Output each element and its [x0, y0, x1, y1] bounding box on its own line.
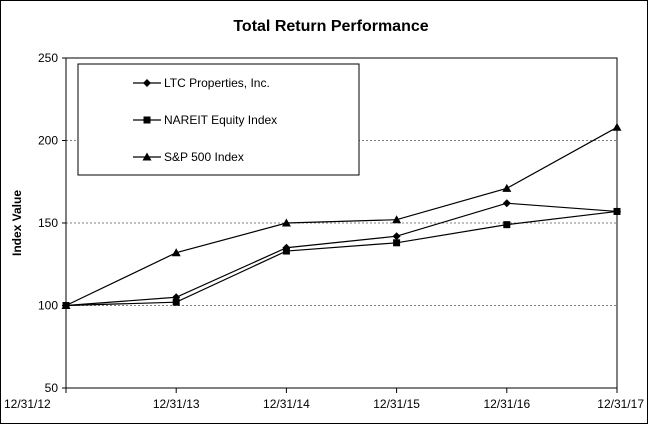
legend-label: NAREIT Equity Index — [164, 113, 277, 127]
x-tick-label: 12/31/16 — [483, 397, 530, 411]
data-point — [282, 247, 290, 255]
data-point — [502, 199, 511, 208]
x-tick-label: 12/31/12 — [4, 397, 51, 411]
legend-marker — [143, 79, 151, 87]
data-point — [612, 122, 622, 131]
data-point — [502, 183, 512, 192]
chart-title: Total Return Performance — [233, 18, 428, 35]
y-tick-label: 100 — [38, 299, 58, 313]
x-tick-label: 12/31/15 — [373, 397, 420, 411]
plot-area-border — [65, 57, 618, 389]
axes: 50 100 150 200 250 12/31/12 12/31/13 12/31/14 12… — [4, 51, 644, 411]
legend: LTC Properties, Inc. NAREIT Equity Index S… — [77, 63, 360, 176]
legend-label: LTC Properties, Inc. — [164, 76, 270, 90]
data-point — [171, 248, 181, 257]
series-layer — [61, 122, 622, 310]
y-axis-label: Index Value — [10, 190, 24, 256]
x-tick-label: 12/31/13 — [153, 397, 200, 411]
y-tick-label: 50 — [45, 381, 59, 395]
data-point — [61, 301, 71, 309]
y-tick-label: 200 — [38, 134, 58, 148]
data-point — [393, 239, 401, 247]
legend-label: S&P 500 Index — [164, 150, 244, 164]
series-line — [65, 126, 618, 307]
legend-entry: S&P 500 Index — [133, 150, 244, 164]
series-2 — [61, 122, 622, 309]
series-line — [65, 202, 618, 307]
series-line — [65, 210, 618, 307]
data-point — [281, 218, 291, 227]
y-tick-label: 150 — [38, 216, 58, 230]
legend-entry: LTC Properties, Inc. — [133, 76, 270, 90]
y-tick-label: 250 — [38, 51, 58, 65]
data-point — [613, 207, 621, 215]
x-tick-label: 12/31/14 — [263, 397, 310, 411]
x-tick-label: 12/31/17 — [597, 397, 644, 411]
legend-marker — [143, 116, 151, 124]
legend-marker — [142, 152, 152, 161]
data-point — [503, 221, 511, 229]
data-point — [172, 298, 180, 306]
legend-box — [77, 63, 360, 176]
series-0 — [62, 199, 621, 310]
data-point — [392, 232, 401, 241]
data-point — [392, 215, 402, 224]
legend-entry: NAREIT Equity Index — [133, 113, 277, 127]
